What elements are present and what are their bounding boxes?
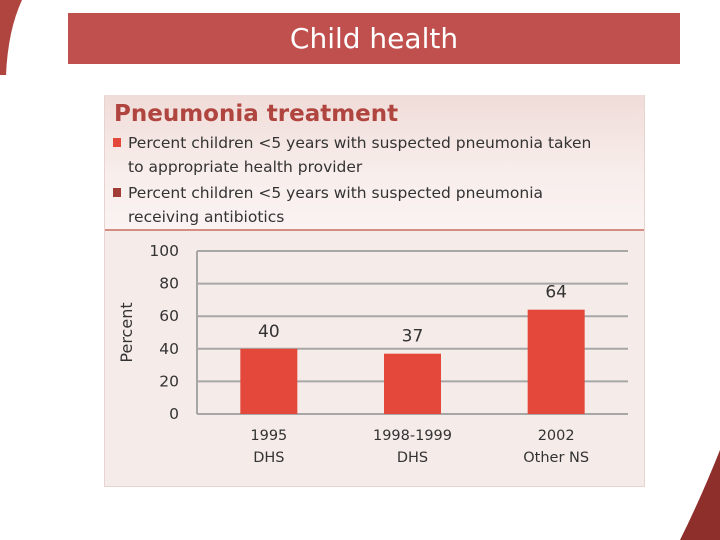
slide-title: Child health (289, 22, 459, 55)
x-category-label: DHS (253, 450, 284, 466)
bar (240, 348, 298, 414)
x-category-label: 1995 (250, 428, 287, 444)
slide-title-bar: Child health (68, 13, 680, 64)
legend-entry-1-line-1: Percent children <5 years with suspected… (128, 134, 592, 152)
x-category-label: DHS (397, 450, 428, 466)
chart-header: Pneumonia treatment Percent children <5 … (105, 95, 644, 231)
y-tick-label: 100 (149, 242, 179, 260)
data-label: 40 (258, 322, 280, 342)
x-category-label: 2002 (538, 428, 575, 444)
y-axis-title: Percent (117, 302, 136, 362)
y-tick-label: 0 (169, 405, 179, 423)
data-label: 64 (545, 283, 567, 303)
y-tick-label: 80 (159, 275, 179, 293)
x-category-label: 1998-1999 (373, 428, 452, 444)
legend-entry-2-line-2: receiving antibiotics (128, 208, 285, 226)
bar-chart: 0 20 40 60 80 100 Percent 40 1995 DHS 37 1998-1999 D… (117, 242, 628, 466)
legend-entry-1-line-2: to appropriate health provider (128, 158, 363, 176)
decorative-corner-bottom-right (680, 450, 720, 540)
y-tick-label: 60 (159, 307, 179, 325)
legend-entry-1: Percent children <5 years with suspected… (113, 131, 633, 179)
bar (384, 353, 441, 414)
chart-panel: Pneumonia treatment Percent children <5 … (104, 95, 645, 487)
y-tick-label: 20 (159, 372, 179, 390)
legend-entry-2-line-1: Percent children <5 years with suspected… (128, 184, 544, 202)
decorative-corner-top-left (0, 0, 22, 75)
x-category-label: Other NS (523, 450, 589, 466)
bar (527, 309, 585, 414)
chart-title: Pneumonia treatment (114, 101, 399, 127)
y-tick-label: 40 (159, 340, 179, 358)
legend-entry-2: Percent children <5 years with suspected… (113, 181, 633, 229)
legend-swatch-1 (113, 138, 121, 147)
legend-swatch-2 (113, 188, 121, 197)
data-label: 37 (402, 327, 424, 347)
